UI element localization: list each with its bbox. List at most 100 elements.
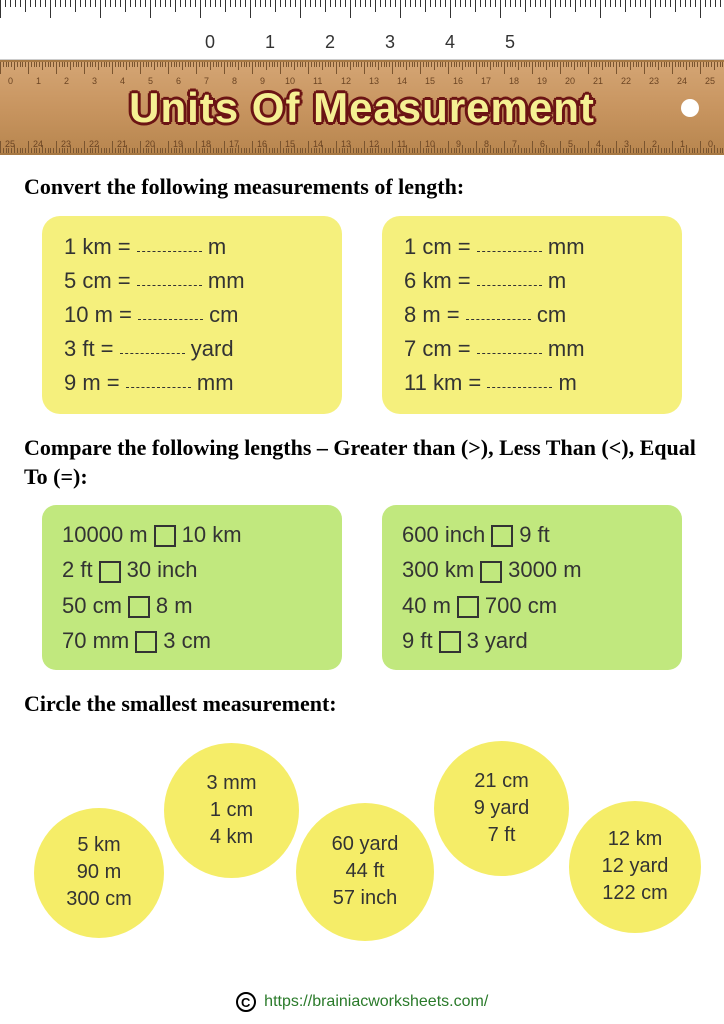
compare-a: 50 cm <box>62 593 122 618</box>
compare-input-box[interactable] <box>99 561 121 583</box>
convert-unit: mm <box>191 370 234 395</box>
convert-box-right: 1 cm = mm6 km = m8 m = cm7 cm = mm11 km … <box>382 216 682 414</box>
measurement-circle[interactable]: 60 yard44 ft57 inch <box>296 803 434 941</box>
compare-a: 40 m <box>402 593 451 618</box>
compare-a: 2 ft <box>62 557 93 582</box>
convert-item: 1 cm = mm <box>404 230 660 264</box>
compare-b: 3 yard <box>467 628 528 653</box>
wood-ruler-banner: 0123456789101112131415161718192021222324… <box>0 60 724 155</box>
blank-input[interactable] <box>477 238 542 252</box>
blank-input[interactable] <box>126 374 191 388</box>
circles-container: 5 km90 m300 cm3 mm1 cm4 km60 yard44 ft57… <box>24 733 700 963</box>
compare-input-box[interactable] <box>439 631 461 653</box>
compare-item: 300 km 3000 m <box>402 552 662 587</box>
blank-input[interactable] <box>477 340 542 354</box>
compare-b: 10 km <box>182 522 242 547</box>
convert-item: 1 km = m <box>64 230 320 264</box>
blank-input[interactable] <box>477 272 542 286</box>
section1-heading: Convert the following measurements of le… <box>24 173 700 202</box>
convert-unit: mm <box>202 268 245 293</box>
compare-item: 2 ft 30 inch <box>62 552 322 587</box>
section2-boxes: 10000 m 10 km 2 ft 30 inch 50 cm8 m 70 mm 3 cm… <box>24 505 700 670</box>
compare-box-right: 600 inch9 ft 300 km 3000 m 40 m700 cm 9 ft3… <box>382 505 682 670</box>
convert-item: 10 m = cm <box>64 298 320 332</box>
blank-input[interactable] <box>137 272 202 286</box>
convert-lhs: 8 m = <box>404 302 466 327</box>
convert-lhs: 1 km = <box>64 234 137 259</box>
compare-input-box[interactable] <box>154 525 176 547</box>
convert-unit: cm <box>203 302 238 327</box>
circle-item: 44 ft <box>346 858 385 885</box>
convert-lhs: 7 cm = <box>404 336 477 361</box>
compare-item: 40 m700 cm <box>402 588 662 623</box>
compare-item: 10000 m 10 km <box>62 517 322 552</box>
circle-item: 9 yard <box>474 795 530 822</box>
circle-item: 5 km <box>77 832 120 859</box>
blank-input[interactable] <box>138 306 203 320</box>
convert-unit: mm <box>542 336 585 361</box>
convert-box-left: 1 km = m5 cm = mm10 m = cm3 ft = yard9 m… <box>42 216 342 414</box>
footer: C https://brainiacworksheets.com/ <box>0 992 724 1012</box>
compare-b: 30 inch <box>127 557 198 582</box>
convert-unit: m <box>202 234 226 259</box>
compare-item: 9 ft3 yard <box>402 623 662 658</box>
convert-lhs: 6 km = <box>404 268 477 293</box>
convert-unit: mm <box>542 234 585 259</box>
compare-input-box[interactable] <box>491 525 513 547</box>
measurement-circle[interactable]: 3 mm1 cm4 km <box>164 743 299 878</box>
compare-item: 50 cm8 m <box>62 588 322 623</box>
compare-a: 70 mm <box>62 628 129 653</box>
compare-a: 600 inch <box>402 522 485 547</box>
circle-item: 90 m <box>77 859 121 886</box>
measurement-circle[interactable]: 12 km12 yard122 cm <box>569 801 701 933</box>
blank-input[interactable] <box>120 340 185 354</box>
convert-item: 6 km = m <box>404 264 660 298</box>
measurement-circle[interactable]: 21 cm9 yard7 ft <box>434 741 569 876</box>
convert-unit: m <box>552 370 576 395</box>
blank-input[interactable] <box>487 374 552 388</box>
footer-url: https://brainiacworksheets.com/ <box>264 993 488 1010</box>
convert-lhs: 9 m = <box>64 370 126 395</box>
section2-heading: Compare the following lengths – Greater … <box>24 434 700 491</box>
measurement-circle[interactable]: 5 km90 m300 cm <box>34 808 164 938</box>
compare-input-box[interactable] <box>457 596 479 618</box>
convert-item: 7 cm = mm <box>404 332 660 366</box>
convert-lhs: 11 km = <box>404 370 487 395</box>
ruler-number: 1 <box>265 32 275 53</box>
page-title: Units Of Measurement <box>129 84 595 132</box>
compare-a: 300 km <box>402 557 474 582</box>
copyright-icon: C <box>236 992 256 1012</box>
section1-boxes: 1 km = m5 cm = mm10 m = cm3 ft = yard9 m… <box>24 216 700 414</box>
circle-item: 1 cm <box>210 797 253 824</box>
compare-b: 3 cm <box>163 628 211 653</box>
circle-item: 7 ft <box>488 822 516 849</box>
compare-input-box[interactable] <box>480 561 502 583</box>
convert-unit: cm <box>531 302 566 327</box>
circle-item: 4 km <box>210 824 253 851</box>
compare-item: 600 inch9 ft <box>402 517 662 552</box>
ruler-number: 2 <box>325 32 335 53</box>
circle-item: 12 yard <box>602 853 669 880</box>
convert-unit: m <box>542 268 566 293</box>
convert-item: 11 km = m <box>404 366 660 400</box>
ruler-number: 5 <box>505 32 515 53</box>
convert-lhs: 5 cm = <box>64 268 137 293</box>
blank-input[interactable] <box>137 238 202 252</box>
circle-item: 3 mm <box>207 770 257 797</box>
convert-item: 8 m = cm <box>404 298 660 332</box>
ruler-number: 4 <box>445 32 455 53</box>
top-ruler: 012345 <box>0 0 724 60</box>
blank-input[interactable] <box>466 306 531 320</box>
compare-input-box[interactable] <box>135 631 157 653</box>
convert-lhs: 1 cm = <box>404 234 477 259</box>
compare-a: 10000 m <box>62 522 148 547</box>
convert-item: 5 cm = mm <box>64 264 320 298</box>
convert-lhs: 10 m = <box>64 302 138 327</box>
ruler-hole <box>681 99 699 117</box>
circle-item: 60 yard <box>332 831 399 858</box>
compare-input-box[interactable] <box>128 596 150 618</box>
convert-item: 9 m = mm <box>64 366 320 400</box>
circle-item: 21 cm <box>474 768 528 795</box>
compare-b: 3000 m <box>508 557 581 582</box>
convert-lhs: 3 ft = <box>64 336 120 361</box>
